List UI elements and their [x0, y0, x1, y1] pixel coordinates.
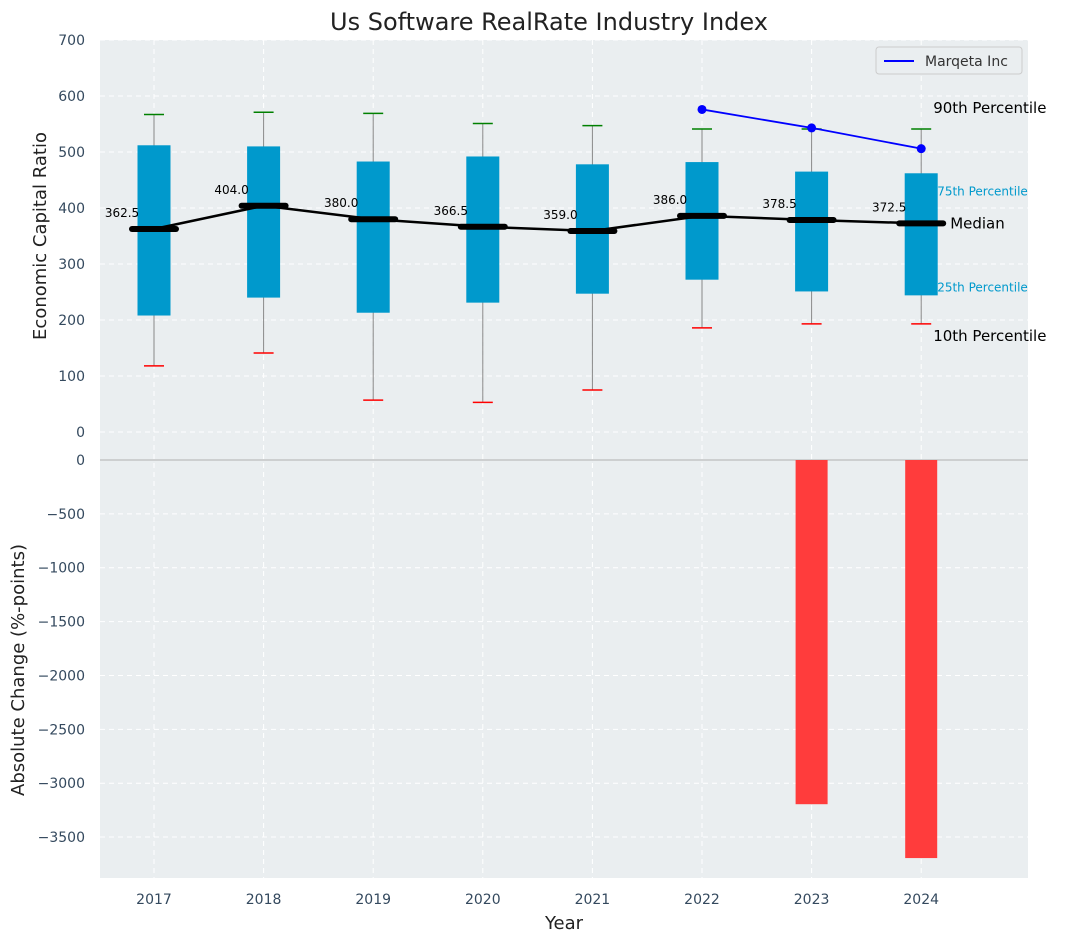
- x-tick-label: 2019: [355, 892, 391, 908]
- change-bars: [795, 460, 938, 859]
- median-value-label: 372.5: [872, 200, 906, 214]
- x-tick-label: 2020: [465, 892, 501, 908]
- iqr-box: [247, 146, 281, 298]
- x-tick-label: 2024: [903, 892, 939, 908]
- bottom-y-tick-label: −1000: [38, 561, 85, 577]
- top-y-tick-label: 700: [58, 33, 85, 49]
- top-y-tick-label: 400: [58, 201, 85, 217]
- iqr-box: [685, 162, 719, 280]
- marqeta-point: [807, 123, 817, 133]
- x-tick-label: 2018: [246, 892, 282, 908]
- top-y-tick-label: 200: [58, 313, 85, 329]
- median-value-label: 380.0: [324, 196, 358, 210]
- top-y-tick-label: 600: [58, 89, 85, 105]
- percentile-annotations: 90th Percentile 75th Percentile Median 25th…: [933, 99, 1046, 345]
- median-value-label: 404.0: [214, 183, 248, 197]
- iqr-box: [356, 161, 390, 313]
- iqr-box: [795, 171, 829, 292]
- annotation-p75: 75th Percentile: [937, 184, 1028, 198]
- change-bar: [795, 460, 828, 805]
- bottom-y-tick-label: −1500: [38, 615, 85, 631]
- annotation-median: Median: [950, 214, 1005, 232]
- x-tick-label: 2022: [684, 892, 720, 908]
- iqr-box: [904, 173, 938, 296]
- annotation-p10: 10th Percentile: [933, 327, 1046, 345]
- top-y-tick-label: 500: [58, 145, 85, 161]
- bottom-y-tick-label: −3000: [38, 776, 85, 792]
- bottom-y-tick-label: −2500: [38, 722, 85, 738]
- x-tick-label: 2023: [794, 892, 830, 908]
- annotation-p90: 90th Percentile: [933, 99, 1046, 117]
- legend-box: [875, 46, 1023, 75]
- axis-ticks: 0 100 200 300 400 500 600 700 0 −500 −1000 −1500 −20…: [38, 33, 939, 908]
- x-tick-label: 2021: [575, 892, 611, 908]
- bottom-y-axis-label: Absolute Change (%-points): [8, 544, 29, 796]
- top-y-tick-label: 300: [58, 257, 85, 273]
- median-value-label: 359.0: [543, 208, 577, 222]
- x-axis-label: Year: [544, 913, 584, 934]
- legend: Marqeta Inc: [875, 46, 1023, 75]
- legend-marqeta-label: Marqeta Inc: [925, 54, 1008, 70]
- change-bar: [905, 460, 938, 859]
- marqeta-point: [697, 104, 707, 114]
- bottom-panel-background: [100, 445, 1028, 878]
- median-value-label: 386.0: [653, 193, 687, 207]
- bottom-y-tick-label: −2000: [38, 668, 85, 684]
- top-panel-background: [100, 40, 1028, 445]
- top-y-tick-label: 0: [76, 425, 85, 441]
- series-lines: [129, 104, 947, 234]
- top-y-axis-label: Economic Capital Ratio: [30, 132, 51, 340]
- bottom-y-tick-label: −3500: [38, 830, 85, 846]
- chart-title: Us Software RealRate Industry Index: [330, 8, 768, 36]
- median-value-label: 366.5: [434, 204, 468, 218]
- bottom-y-tick-label: −500: [47, 507, 85, 523]
- annotation-p25: 25th Percentile: [937, 280, 1028, 294]
- median-value-label: 362.5: [105, 206, 139, 220]
- top-y-tick-label: 100: [58, 369, 85, 385]
- marqeta-point: [916, 144, 926, 154]
- x-tick-label: 2017: [136, 892, 172, 908]
- bottom-y-tick-label: 0: [76, 453, 85, 469]
- median-value-label: 378.5: [762, 197, 796, 211]
